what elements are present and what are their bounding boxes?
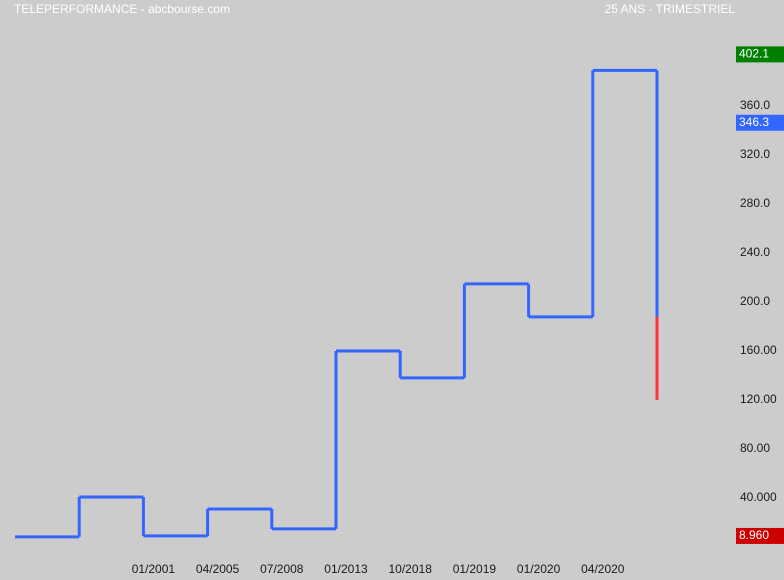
x-tick-label: 07/2008 (260, 562, 304, 576)
chart-subtitle: 25 ANS - TRIMESTRIEL (605, 2, 736, 16)
price-tag-label: 346.3 (739, 115, 769, 129)
x-tick-label: 01/2001 (132, 562, 176, 576)
x-tick-label: 01/2020 (517, 562, 561, 576)
price-tag-label: 8.960 (739, 528, 769, 542)
x-tick-label: 04/2020 (581, 562, 625, 576)
chart-title: TELEPERFORMANCE - abcbourse.com (14, 2, 230, 16)
y-tick-label: 360.0 (740, 98, 770, 112)
y-tick-label: 280.0 (740, 196, 770, 210)
price-tag (736, 114, 784, 131)
y-tick-label: 80.00 (740, 441, 770, 455)
y-tick-label: 160.00 (740, 343, 777, 357)
y-tick-label: 200.0 (740, 294, 770, 308)
y-tick-label: 240.0 (740, 245, 770, 259)
y-tick-label: 120.00 (740, 392, 777, 406)
y-tick-label: 320.0 (740, 147, 770, 161)
x-tick-label: 10/2018 (389, 562, 433, 576)
x-tick-label: 04/2005 (196, 562, 240, 576)
y-tick-label: 40.000 (740, 490, 777, 504)
price-tag (736, 46, 784, 63)
price-tag-label: 402.1 (739, 47, 769, 61)
price-tag (736, 527, 784, 544)
x-tick-label: 01/2013 (324, 562, 368, 576)
x-tick-label: 01/2019 (453, 562, 497, 576)
